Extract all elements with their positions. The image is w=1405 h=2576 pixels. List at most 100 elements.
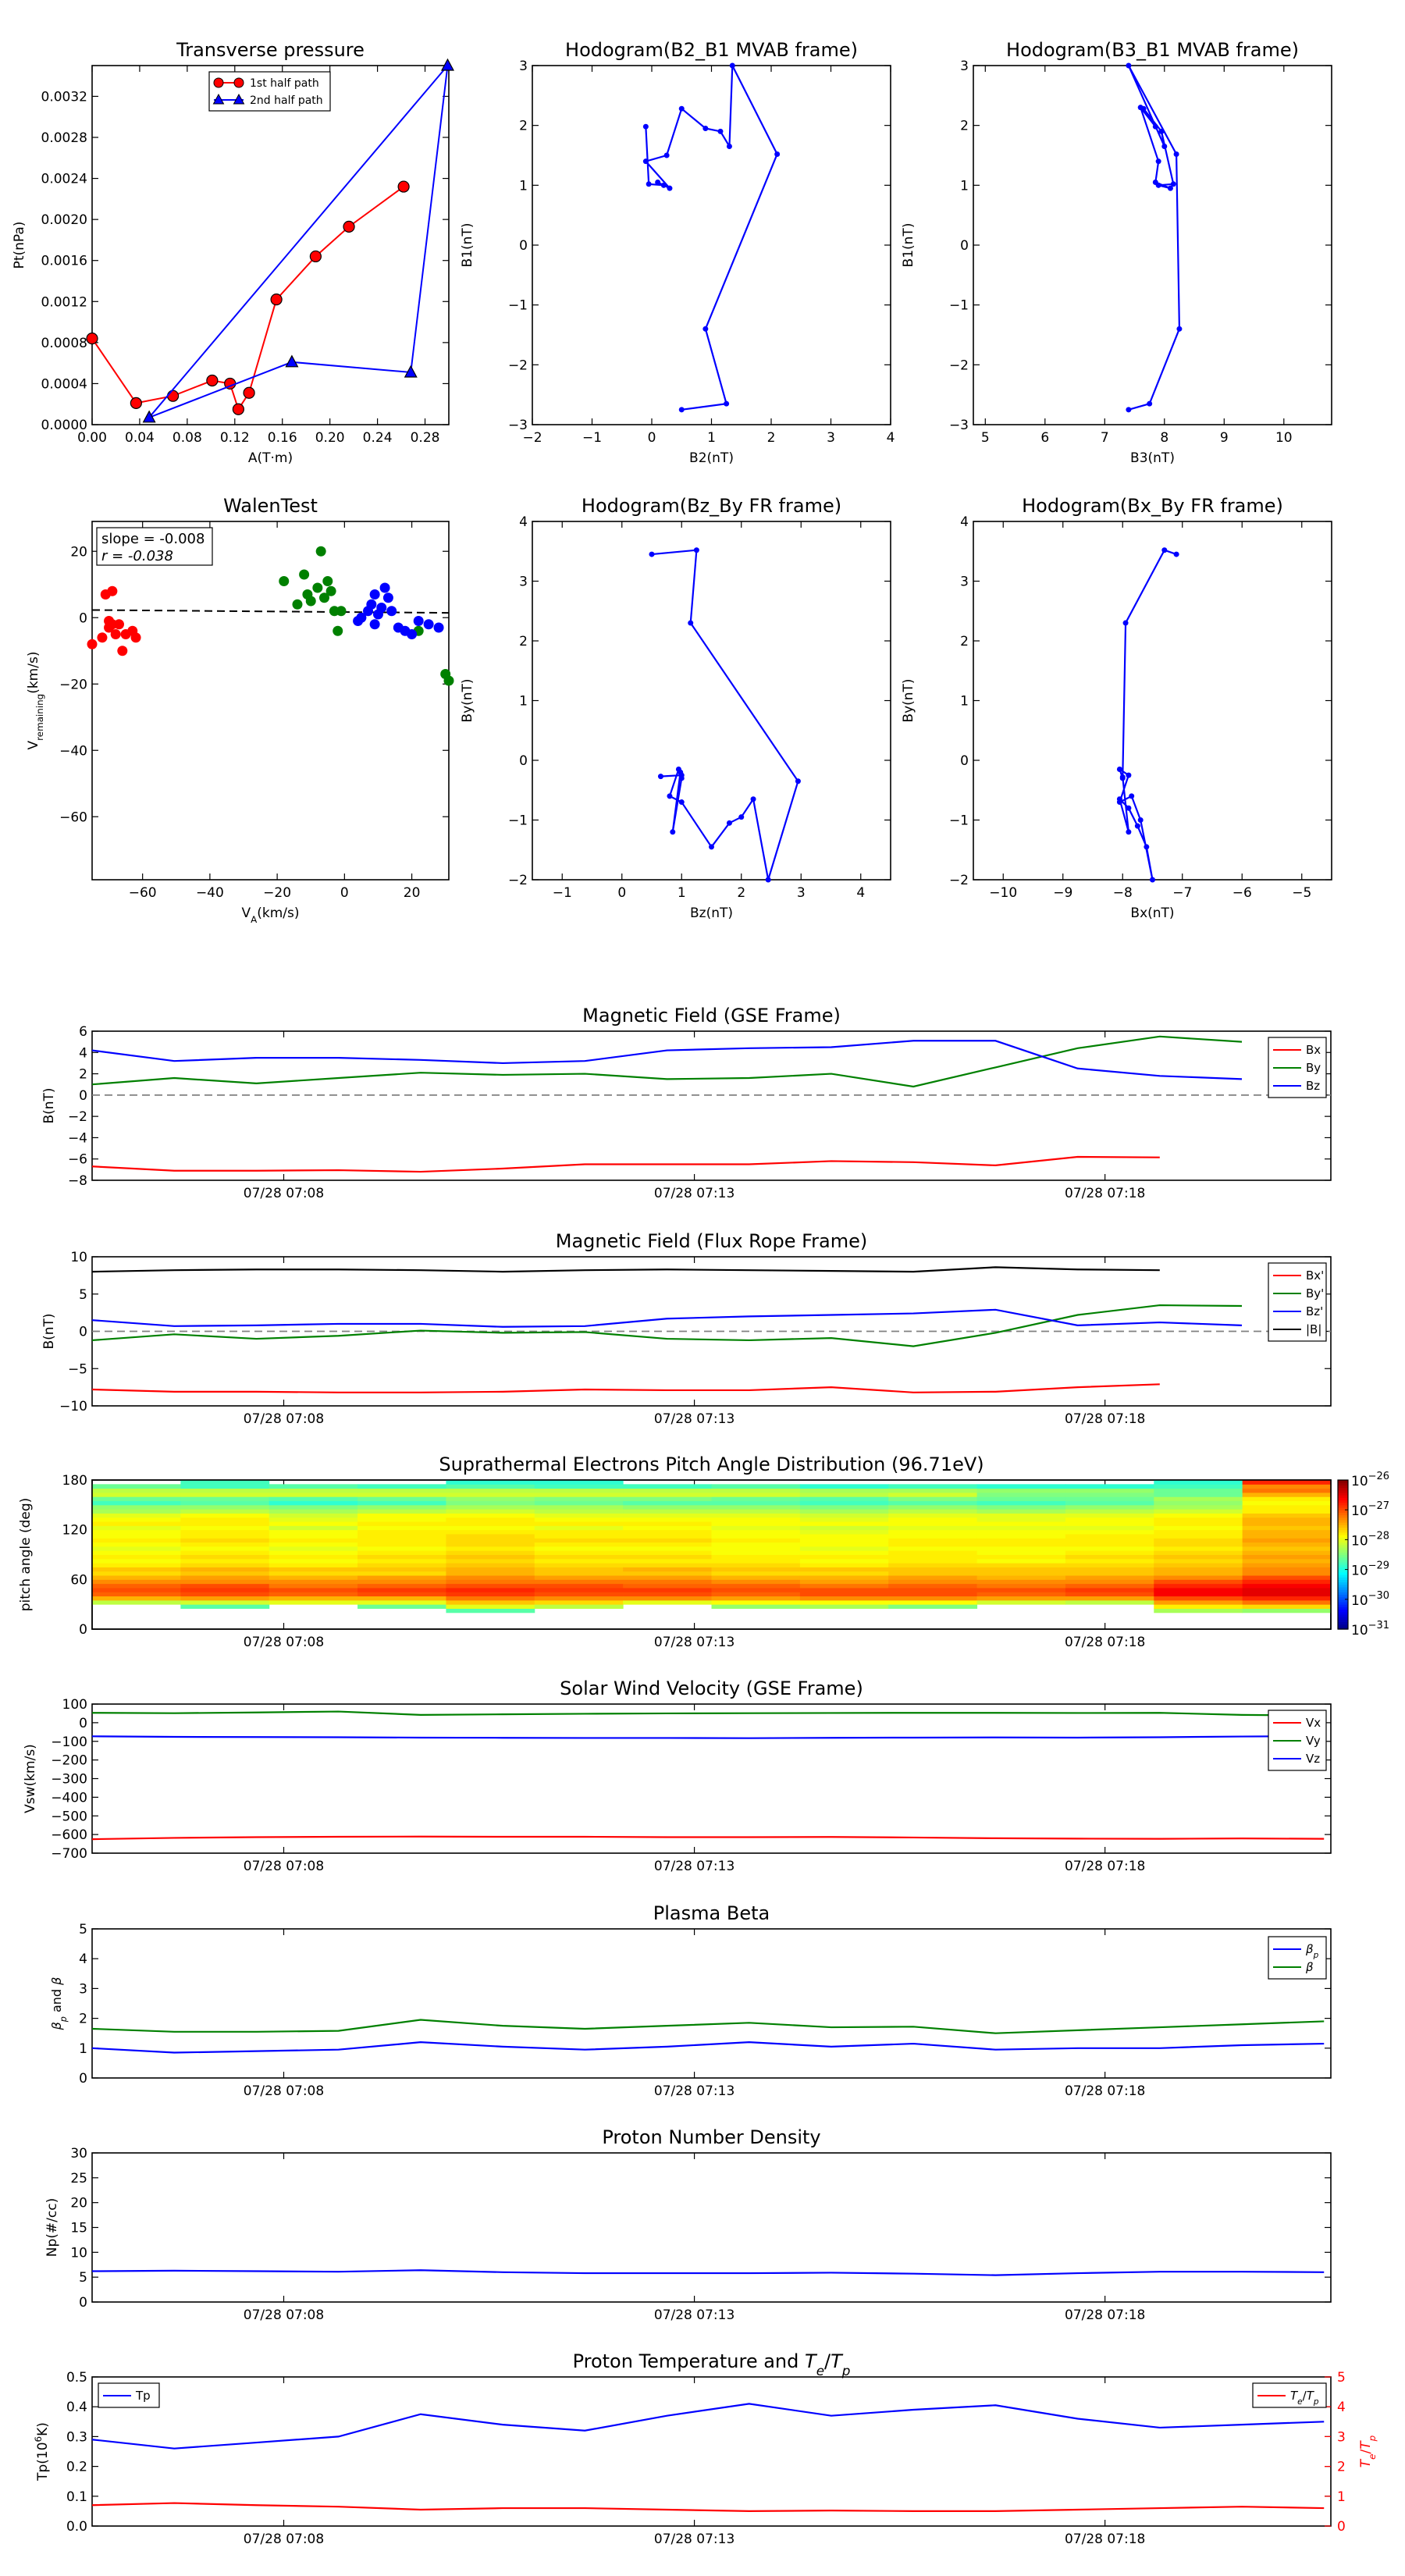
transverse-pressure-panel: Transverse pressure 0.0000 0.0004 0.0008 0.0… [12, 39, 454, 466]
heatmap-cell [888, 1546, 978, 1551]
heatmap-cell [711, 1587, 801, 1592]
magnetic-field-fr-legend: Bx' By' Bz' |B| [1268, 1262, 1327, 1342]
heatmap-cell [623, 1599, 712, 1605]
hodogram-b3-b1-panel: Hodogram(B3_B1 MVAB frame) −3 −2 −1 0 1 2 3 5 6 7 8… [901, 39, 1332, 466]
heatmap-cell [269, 1517, 358, 1522]
heatmap-cell [888, 1575, 978, 1580]
hodogram-b2-b1-point [702, 126, 709, 131]
transverse-pressure-xtick-label: 0.28 [411, 430, 440, 446]
pitch-angle-distribution-xtick-label: 07/28 07:13 [654, 1635, 735, 1650]
heatmap-cell [92, 1525, 181, 1531]
hodogram-bx-by-ytick-label: 1 [960, 694, 969, 710]
heatmap-cell [269, 1550, 358, 1555]
transverse-pressure-ytick-label: 0.0028 [41, 130, 87, 146]
plasma-beta-frame [91, 1928, 1332, 2079]
heatmap-cell [623, 1596, 712, 1601]
heatmap-cell [1154, 1592, 1243, 1597]
magnetic-field-gse-ytick-label: −8 [68, 1173, 87, 1189]
hodogram-bz-by-xtick-label: 2 [737, 885, 745, 901]
proton-number-density-series-0 [91, 2269, 1325, 2276]
proton-number-density-ytick-label: 0 [79, 2295, 87, 2311]
heatmap-cell [888, 1542, 978, 1547]
heatmap-cell [1065, 1533, 1154, 1539]
hodogram-bx-by-point [1116, 766, 1122, 772]
heatmap-cell [357, 1542, 446, 1547]
solar-wind-velocity-series-1 [91, 1710, 1325, 1717]
magnetic-field-gse-series-0 [91, 1155, 1160, 1173]
heatmap-cell [976, 1575, 1066, 1580]
heatmap-cell [357, 1538, 446, 1543]
heatmap-cell [1242, 1521, 1332, 1526]
heatmap-cell [1065, 1550, 1154, 1555]
magnetic-field-fr-xtick-label: 07/28 07:13 [654, 1411, 735, 1427]
transverse-pressure-xtick-label: 0.00 [77, 430, 107, 446]
colorbar-step [1338, 1592, 1348, 1596]
hodogram-bx-by-point [1122, 620, 1129, 626]
heatmap-cell [799, 1521, 889, 1526]
hodogram-bx-by-point [1129, 793, 1135, 799]
heatmap-cell [799, 1542, 889, 1547]
heatmap-cell [92, 1550, 181, 1555]
heatmap-cell [1065, 1596, 1154, 1601]
legend-label: Bz [1306, 1079, 1320, 1093]
pressure-point-triangle [142, 410, 156, 423]
hodogram-bx-by-point [1134, 823, 1140, 829]
heatmap-cell [976, 1592, 1066, 1597]
colorbar-step [1338, 1552, 1348, 1556]
heatmap-cell [799, 1575, 889, 1580]
hodogram-b2-b1-xtick-label: 1 [707, 430, 716, 446]
heatmap-cell [799, 1583, 889, 1589]
legend-marker [233, 77, 244, 88]
legend-marker [233, 93, 245, 105]
heatmap-cell [623, 1513, 712, 1518]
magnetic-field-fr-series-0 [91, 1383, 1160, 1393]
heatmap-cell [623, 1484, 712, 1489]
proton-number-density-xtick-label: 07/28 07:08 [244, 2307, 324, 2323]
walen-ylabel: Vremaining(km/s) [26, 652, 45, 750]
heatmap-cell [799, 1546, 889, 1551]
heatmap-cell [711, 1533, 801, 1539]
hodogram-b2-b1-ytick-label: 0 [519, 238, 528, 254]
proton-number-density-panel: Proton Number Density 07/28 07:08 07/28 07… [44, 2126, 1332, 2323]
heatmap-cell [711, 1575, 801, 1580]
heatmap-cell [1065, 1517, 1154, 1522]
walen-point [130, 632, 141, 643]
walen-point [279, 576, 290, 586]
hodogram-bz-by-point [670, 829, 676, 835]
walen-point [407, 629, 418, 639]
heatmap-cell [269, 1492, 358, 1497]
pitch-angle-distribution-ytick-label: 120 [62, 1523, 87, 1539]
hodogram-b2-b1-ytick-label: 2 [519, 119, 528, 134]
heatmap-cell [180, 1517, 270, 1522]
walen-point [292, 599, 303, 610]
hodogram-b2-b1-point [702, 326, 709, 332]
magnetic-field-gse-xtick-label: 07/28 07:08 [244, 1186, 324, 1201]
heatmap-cell [799, 1525, 889, 1531]
hodogram-b2-b1-point [642, 158, 649, 165]
transverse-pressure-xtick-label: 0.16 [268, 430, 297, 446]
magnetic-field-gse-ytick-label: 2 [79, 1067, 87, 1083]
hodogram-bx-by-ytick-label: 0 [960, 753, 969, 769]
heatmap-cell [799, 1604, 889, 1609]
magnetic-field-gse-series-2 [91, 1040, 1243, 1080]
legend-label: Vy [1306, 1734, 1321, 1748]
heatmap-cell [623, 1558, 712, 1564]
walen-point [376, 603, 387, 613]
hodogram-b2-b1-point [660, 182, 667, 188]
transverse-pressure-ylabel: Pt(nPa) [12, 222, 27, 269]
heatmap-cell [623, 1571, 712, 1576]
walen-point [336, 606, 347, 617]
proton-temperature-ytick-label: 0.0 [66, 2519, 87, 2535]
heatmap-cell [92, 1575, 181, 1580]
heatmap-cell [92, 1496, 181, 1502]
hodogram-bz-by-point [709, 844, 714, 850]
heatmap-cell [623, 1509, 712, 1514]
proton-temperature-ytick-label: 0.4 [66, 2400, 87, 2415]
hodogram-b2-b1-path [644, 65, 778, 411]
plasma-beta-xtick-label: 07/28 07:13 [654, 2083, 735, 2099]
heatmap-cell [357, 1599, 446, 1605]
proton-temperature-xtick-label: 07/28 07:13 [654, 2532, 735, 2547]
heatmap-cell [446, 1496, 535, 1502]
heatmap-cell [357, 1500, 446, 1506]
heatmap-cell [976, 1529, 1066, 1535]
